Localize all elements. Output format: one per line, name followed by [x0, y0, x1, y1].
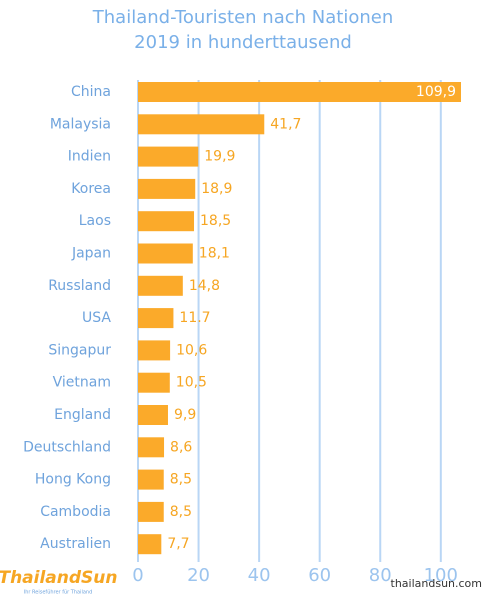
bar [138, 308, 174, 329]
value-label: 9,9 [174, 407, 196, 423]
bar [138, 534, 162, 555]
value-label: 8,5 [170, 504, 192, 520]
bar [138, 437, 165, 458]
bar [138, 243, 193, 264]
y-tick-label: England [54, 407, 111, 423]
y-tick-label: Indien [68, 149, 111, 165]
value-label: 18,5 [200, 213, 231, 229]
x-tick-label: 100 [424, 565, 458, 586]
bar [138, 340, 171, 361]
value-label: 41,7 [270, 116, 301, 132]
y-tick-label: Japan [71, 246, 111, 262]
value-label: 109,9 [416, 84, 456, 100]
value-label: 8,5 [170, 472, 192, 488]
y-tick-label: Vietnam [53, 375, 111, 391]
value-label: 18,1 [199, 246, 230, 262]
value-label: 11.7 [179, 310, 210, 326]
bar [138, 178, 196, 199]
bars [138, 82, 461, 555]
y-tick-label: Laos [79, 213, 111, 229]
value-label: 7,7 [167, 536, 189, 552]
bar [138, 501, 164, 522]
value-label: 10,6 [176, 342, 207, 358]
x-tick-label: 80 [369, 565, 392, 586]
bar [138, 211, 195, 232]
y-tick-label: Australien [40, 536, 111, 552]
bar [138, 275, 183, 296]
value-label: 14,8 [189, 278, 220, 294]
bar [138, 82, 461, 102]
y-tick-label: Russland [48, 278, 111, 294]
y-tick-label: Singapur [48, 342, 111, 358]
x-tick-label: 60 [308, 565, 331, 586]
x-tick-label: 20 [187, 565, 210, 586]
bar [138, 146, 199, 167]
chart-title: Thailand-Touristen nach Nationen [92, 7, 393, 28]
value-label: 8,6 [170, 439, 192, 455]
y-tick-label: Malaysia [50, 116, 111, 132]
value-label: 18,9 [201, 181, 232, 197]
logo-tagline: Ihr Reiseführer für Thailand [24, 590, 93, 596]
logo: ThailandSun [0, 568, 118, 588]
bar [138, 469, 164, 490]
watermark: thailandsun.com [391, 577, 483, 590]
y-tick-label: Hong Kong [35, 472, 111, 488]
y-tick-label: China [71, 84, 111, 100]
chart-subtitle: 2019 in hunderttausend [134, 32, 352, 53]
labels: 0 20 40 60 80 100 China 109,9 Malaysia 41,7 Indien… [23, 84, 458, 586]
value-label: 19,9 [204, 149, 235, 165]
y-tick-label: USA [82, 310, 111, 326]
bar [138, 405, 168, 425]
value-label: 10,5 [176, 375, 207, 391]
x-tick-label: 40 [248, 565, 271, 586]
x-tick-label: 0 [132, 565, 143, 586]
bar [138, 372, 170, 393]
y-tick-label: Deutschland [23, 439, 111, 455]
y-tick-label: Korea [71, 181, 111, 197]
y-tick-label: Cambodia [40, 504, 111, 520]
bar [138, 114, 265, 135]
